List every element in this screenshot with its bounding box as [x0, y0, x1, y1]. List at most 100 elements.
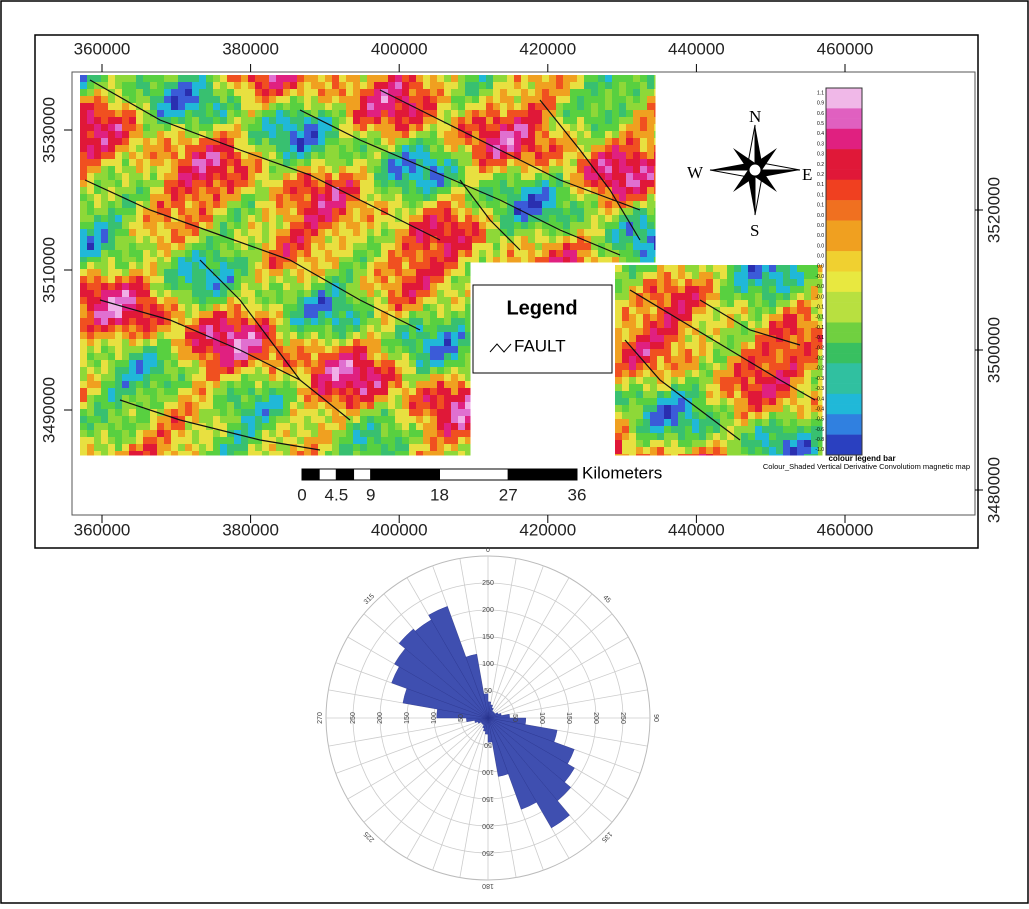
raster-cell	[241, 159, 249, 167]
raster-cell	[629, 300, 637, 308]
raster-cell	[444, 297, 452, 305]
raster-cell	[94, 290, 102, 298]
raster-cell	[395, 402, 403, 410]
raster-cell	[94, 360, 102, 368]
raster-cell	[311, 325, 319, 333]
raster-cell	[451, 388, 459, 396]
raster-cell	[402, 367, 410, 375]
raster-cell	[486, 82, 494, 90]
raster-cell	[290, 318, 298, 326]
colour-bar-label: 1.1	[817, 90, 824, 96]
raster-cell	[598, 138, 606, 146]
raster-cell	[269, 257, 277, 263]
raster-cell	[479, 243, 487, 251]
raster-cell	[423, 409, 431, 417]
raster-cell	[157, 138, 165, 146]
raster-cell	[622, 454, 630, 456]
raster-cell	[346, 332, 354, 340]
raster-cell	[136, 290, 144, 298]
raster-cell	[346, 145, 354, 153]
raster-cell	[276, 145, 284, 153]
colour-swatch	[826, 210, 862, 220]
raster-cell	[339, 444, 347, 452]
raster-cell	[255, 180, 263, 188]
raster-cell	[388, 117, 396, 125]
raster-cell	[612, 131, 620, 139]
raster-cell	[297, 360, 305, 368]
raster-cell	[171, 297, 179, 305]
raster-cell	[360, 416, 368, 424]
raster-cell	[80, 276, 88, 284]
raster-cell	[297, 159, 305, 167]
rose-radius-label: 100	[538, 712, 545, 724]
raster-cell	[227, 131, 235, 139]
raster-cell	[629, 412, 637, 420]
raster-cell	[171, 374, 179, 382]
raster-cell	[388, 145, 396, 153]
raster-cell	[437, 402, 445, 410]
raster-cell	[101, 194, 109, 202]
raster-cell	[762, 419, 770, 427]
raster-cell	[276, 110, 284, 118]
raster-cell	[297, 173, 305, 181]
raster-cell	[276, 173, 284, 181]
raster-cell	[360, 262, 368, 270]
raster-cell	[465, 152, 473, 160]
raster-cell	[248, 332, 256, 340]
raster-cell	[262, 82, 270, 90]
raster-cell	[444, 346, 452, 354]
raster-cell	[101, 416, 109, 424]
raster-cell	[115, 374, 123, 382]
raster-cell	[129, 346, 137, 354]
raster-cell	[346, 138, 354, 146]
raster-cell	[720, 349, 728, 357]
raster-cell	[311, 250, 319, 258]
raster-cell	[654, 257, 656, 263]
raster-cell	[108, 159, 116, 167]
raster-cell	[388, 332, 396, 340]
raster-cell	[325, 409, 333, 417]
colour-swatch	[826, 88, 862, 98]
raster-cell	[353, 416, 361, 424]
raster-cell	[528, 201, 536, 209]
raster-cell	[143, 117, 151, 125]
raster-cell	[164, 430, 172, 438]
raster-cell	[741, 335, 749, 343]
raster-cell	[108, 103, 116, 111]
raster-cell	[150, 318, 158, 326]
raster-cell	[514, 89, 522, 97]
raster-cell	[395, 110, 403, 118]
raster-cell	[157, 388, 165, 396]
raster-cell	[650, 447, 658, 455]
raster-cell	[755, 412, 763, 420]
raster-cell	[521, 103, 529, 111]
raster-cell	[325, 138, 333, 146]
raster-cell	[283, 96, 291, 104]
raster-cell	[657, 447, 665, 455]
raster-cell	[465, 269, 471, 277]
raster-cell	[535, 89, 543, 97]
raster-cell	[206, 353, 214, 361]
raster-cell	[325, 166, 333, 174]
raster-cell	[122, 297, 130, 305]
raster-cell	[430, 243, 438, 251]
raster-cell	[262, 451, 270, 456]
raster-cell	[115, 236, 123, 244]
raster-cell	[297, 430, 305, 438]
raster-cell	[157, 332, 165, 340]
raster-cell	[507, 173, 515, 181]
raster-cell	[199, 311, 207, 319]
raster-cell	[650, 384, 658, 392]
raster-cell	[136, 215, 144, 223]
raster-cell	[591, 250, 599, 258]
raster-cell	[451, 395, 459, 403]
raster-cell	[318, 353, 326, 361]
raster-cell	[640, 145, 648, 153]
raster-cell	[157, 395, 165, 403]
raster-cell	[290, 187, 298, 195]
raster-cell	[647, 89, 655, 97]
raster-cell	[479, 222, 487, 230]
raster-cell	[654, 110, 656, 118]
raster-cell	[269, 236, 277, 244]
raster-cell	[157, 145, 165, 153]
